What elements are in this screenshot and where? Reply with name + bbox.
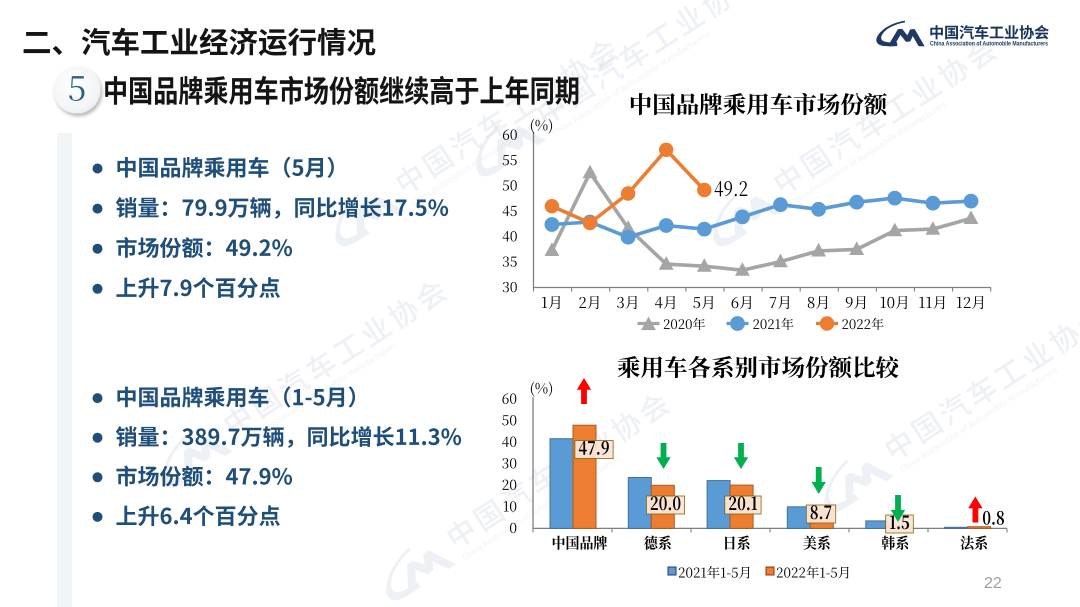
svg-text:22: 22 <box>984 575 1002 592</box>
svg-text:China Association of Automobil: China Association of Automobile Manufact… <box>930 41 1048 48</box>
